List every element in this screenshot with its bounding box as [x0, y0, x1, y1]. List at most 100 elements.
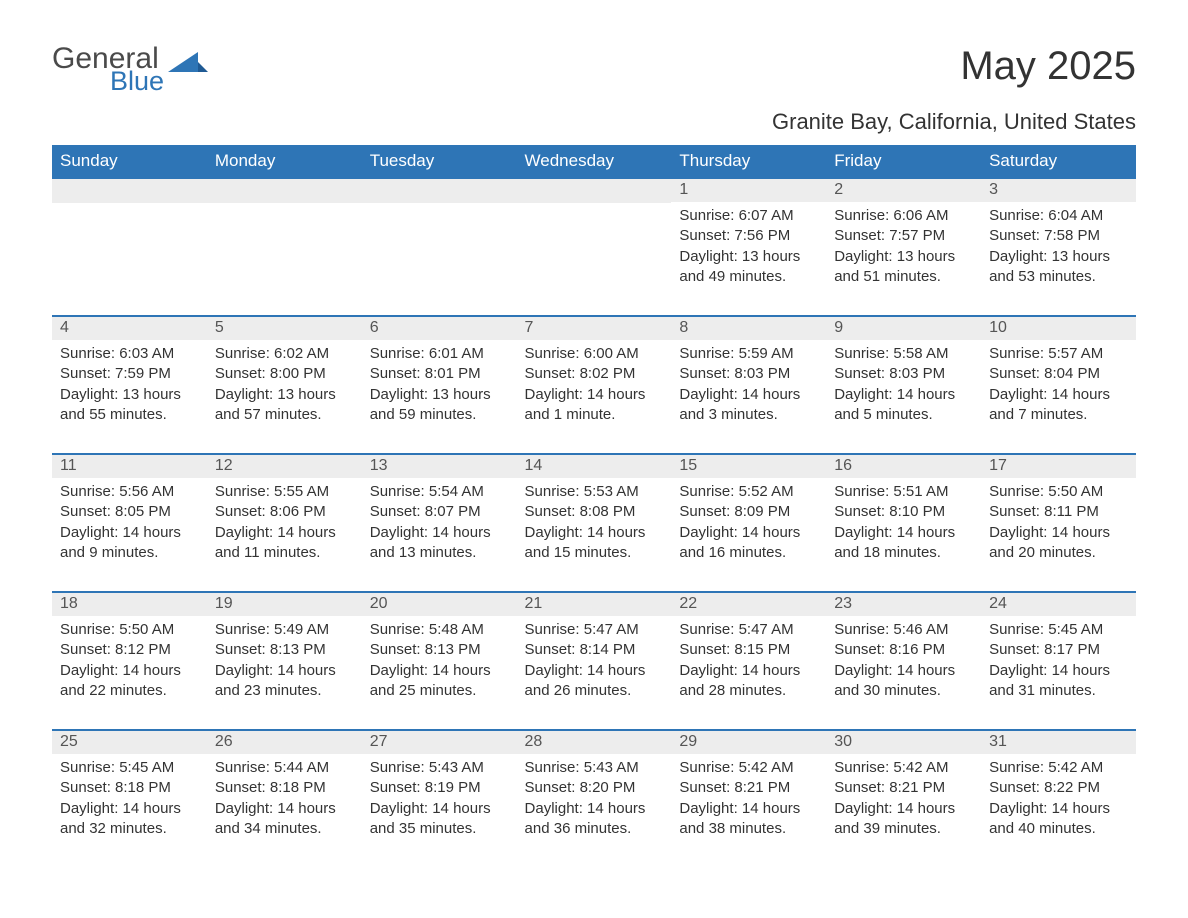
sunrise-line: Sunrise: 5:54 AM — [370, 482, 509, 502]
weekday-header: Thursday — [671, 145, 826, 178]
sunset-line: Sunset: 7:59 PM — [60, 364, 199, 384]
day-number: 27 — [362, 731, 517, 754]
daylight-line: Daylight: 14 hours and 35 minutes. — [370, 799, 509, 840]
day-content: Sunrise: 5:45 AMSunset: 8:17 PMDaylight:… — [981, 616, 1136, 705]
day-number: 17 — [981, 455, 1136, 478]
day-number: 5 — [207, 317, 362, 340]
calendar-cell: 18Sunrise: 5:50 AMSunset: 8:12 PMDayligh… — [52, 592, 207, 730]
sunrise-line: Sunrise: 5:48 AM — [370, 620, 509, 640]
daylight-line: Daylight: 13 hours and 51 minutes. — [834, 247, 973, 288]
sunrise-line: Sunrise: 5:42 AM — [989, 758, 1128, 778]
sunset-line: Sunset: 8:08 PM — [525, 502, 664, 522]
day-content: Sunrise: 6:01 AMSunset: 8:01 PMDaylight:… — [362, 340, 517, 429]
calendar-cell: 4Sunrise: 6:03 AMSunset: 7:59 PMDaylight… — [52, 316, 207, 454]
day-content: Sunrise: 6:04 AMSunset: 7:58 PMDaylight:… — [981, 202, 1136, 291]
daylight-line: Daylight: 14 hours and 31 minutes. — [989, 661, 1128, 702]
daylight-line: Daylight: 14 hours and 34 minutes. — [215, 799, 354, 840]
calendar-week-row: 1Sunrise: 6:07 AMSunset: 7:56 PMDaylight… — [52, 178, 1136, 316]
sunrise-line: Sunrise: 5:50 AM — [989, 482, 1128, 502]
calendar-week-row: 11Sunrise: 5:56 AMSunset: 8:05 PMDayligh… — [52, 454, 1136, 592]
daylight-line: Daylight: 14 hours and 7 minutes. — [989, 385, 1128, 426]
calendar-cell: 11Sunrise: 5:56 AMSunset: 8:05 PMDayligh… — [52, 454, 207, 592]
sunset-line: Sunset: 8:01 PM — [370, 364, 509, 384]
day-number: 3 — [981, 179, 1136, 202]
day-number: 15 — [671, 455, 826, 478]
day-number: 12 — [207, 455, 362, 478]
day-number: 25 — [52, 731, 207, 754]
calendar-cell: 26Sunrise: 5:44 AMSunset: 8:18 PMDayligh… — [207, 730, 362, 868]
sunrise-line: Sunrise: 5:45 AM — [989, 620, 1128, 640]
sunset-line: Sunset: 8:12 PM — [60, 640, 199, 660]
daylight-line: Daylight: 13 hours and 55 minutes. — [60, 385, 199, 426]
calendar-cell — [362, 178, 517, 316]
sunset-line: Sunset: 8:22 PM — [989, 778, 1128, 798]
sunset-line: Sunset: 8:09 PM — [679, 502, 818, 522]
weekday-header-row: SundayMondayTuesdayWednesdayThursdayFrid… — [52, 145, 1136, 178]
daylight-line: Daylight: 14 hours and 3 minutes. — [679, 385, 818, 426]
daylight-line: Daylight: 14 hours and 9 minutes. — [60, 523, 199, 564]
day-content: Sunrise: 5:57 AMSunset: 8:04 PMDaylight:… — [981, 340, 1136, 429]
calendar-cell: 10Sunrise: 5:57 AMSunset: 8:04 PMDayligh… — [981, 316, 1136, 454]
day-number: 23 — [826, 593, 981, 616]
weekday-header: Sunday — [52, 145, 207, 178]
daylight-line: Daylight: 14 hours and 18 minutes. — [834, 523, 973, 564]
calendar-cell: 17Sunrise: 5:50 AMSunset: 8:11 PMDayligh… — [981, 454, 1136, 592]
day-content: Sunrise: 5:52 AMSunset: 8:09 PMDaylight:… — [671, 478, 826, 567]
day-number: 31 — [981, 731, 1136, 754]
sunrise-line: Sunrise: 5:51 AM — [834, 482, 973, 502]
calendar-cell: 23Sunrise: 5:46 AMSunset: 8:16 PMDayligh… — [826, 592, 981, 730]
day-number: 10 — [981, 317, 1136, 340]
daylight-line: Daylight: 14 hours and 13 minutes. — [370, 523, 509, 564]
day-content: Sunrise: 5:48 AMSunset: 8:13 PMDaylight:… — [362, 616, 517, 705]
sunrise-line: Sunrise: 5:45 AM — [60, 758, 199, 778]
day-content: Sunrise: 5:55 AMSunset: 8:06 PMDaylight:… — [207, 478, 362, 567]
weekday-header: Saturday — [981, 145, 1136, 178]
daylight-line: Daylight: 14 hours and 40 minutes. — [989, 799, 1128, 840]
calendar-cell: 6Sunrise: 6:01 AMSunset: 8:01 PMDaylight… — [362, 316, 517, 454]
sunrise-line: Sunrise: 6:00 AM — [525, 344, 664, 364]
daylight-line: Daylight: 14 hours and 36 minutes. — [525, 799, 664, 840]
sunrise-line: Sunrise: 5:53 AM — [525, 482, 664, 502]
calendar-cell: 16Sunrise: 5:51 AMSunset: 8:10 PMDayligh… — [826, 454, 981, 592]
sunrise-line: Sunrise: 6:02 AM — [215, 344, 354, 364]
day-number: 16 — [826, 455, 981, 478]
sunset-line: Sunset: 8:02 PM — [525, 364, 664, 384]
day-number: 24 — [981, 593, 1136, 616]
calendar-cell: 31Sunrise: 5:42 AMSunset: 8:22 PMDayligh… — [981, 730, 1136, 868]
brand-logo: General Blue — [52, 44, 208, 95]
sunset-line: Sunset: 7:56 PM — [679, 226, 818, 246]
calendar-cell: 21Sunrise: 5:47 AMSunset: 8:14 PMDayligh… — [517, 592, 672, 730]
sunset-line: Sunset: 8:18 PM — [60, 778, 199, 798]
brand-word-2: Blue — [110, 68, 164, 95]
calendar-cell: 20Sunrise: 5:48 AMSunset: 8:13 PMDayligh… — [362, 592, 517, 730]
daylight-line: Daylight: 13 hours and 49 minutes. — [679, 247, 818, 288]
day-number: 29 — [671, 731, 826, 754]
sunset-line: Sunset: 8:03 PM — [679, 364, 818, 384]
day-content: Sunrise: 5:42 AMSunset: 8:21 PMDaylight:… — [826, 754, 981, 843]
day-content: Sunrise: 5:59 AMSunset: 8:03 PMDaylight:… — [671, 340, 826, 429]
sunrise-line: Sunrise: 5:52 AM — [679, 482, 818, 502]
sunrise-line: Sunrise: 5:43 AM — [370, 758, 509, 778]
page-subtitle: Granite Bay, California, United States — [52, 109, 1136, 135]
weekday-header: Wednesday — [517, 145, 672, 178]
day-content: Sunrise: 6:00 AMSunset: 8:02 PMDaylight:… — [517, 340, 672, 429]
sunset-line: Sunset: 8:14 PM — [525, 640, 664, 660]
day-number: 1 — [671, 179, 826, 202]
calendar-cell: 14Sunrise: 5:53 AMSunset: 8:08 PMDayligh… — [517, 454, 672, 592]
day-content: Sunrise: 6:03 AMSunset: 7:59 PMDaylight:… — [52, 340, 207, 429]
sunrise-line: Sunrise: 6:04 AM — [989, 206, 1128, 226]
sunset-line: Sunset: 8:21 PM — [834, 778, 973, 798]
page-title: May 2025 — [960, 44, 1136, 89]
sunset-line: Sunset: 8:16 PM — [834, 640, 973, 660]
day-number: 18 — [52, 593, 207, 616]
day-content: Sunrise: 5:43 AMSunset: 8:20 PMDaylight:… — [517, 754, 672, 843]
weekday-header: Monday — [207, 145, 362, 178]
day-content: Sunrise: 5:42 AMSunset: 8:22 PMDaylight:… — [981, 754, 1136, 843]
sunrise-line: Sunrise: 5:43 AM — [525, 758, 664, 778]
day-number: 26 — [207, 731, 362, 754]
sunset-line: Sunset: 8:07 PM — [370, 502, 509, 522]
weekday-header: Tuesday — [362, 145, 517, 178]
day-content: Sunrise: 6:06 AMSunset: 7:57 PMDaylight:… — [826, 202, 981, 291]
daylight-line: Daylight: 13 hours and 59 minutes. — [370, 385, 509, 426]
daylight-line: Daylight: 13 hours and 53 minutes. — [989, 247, 1128, 288]
